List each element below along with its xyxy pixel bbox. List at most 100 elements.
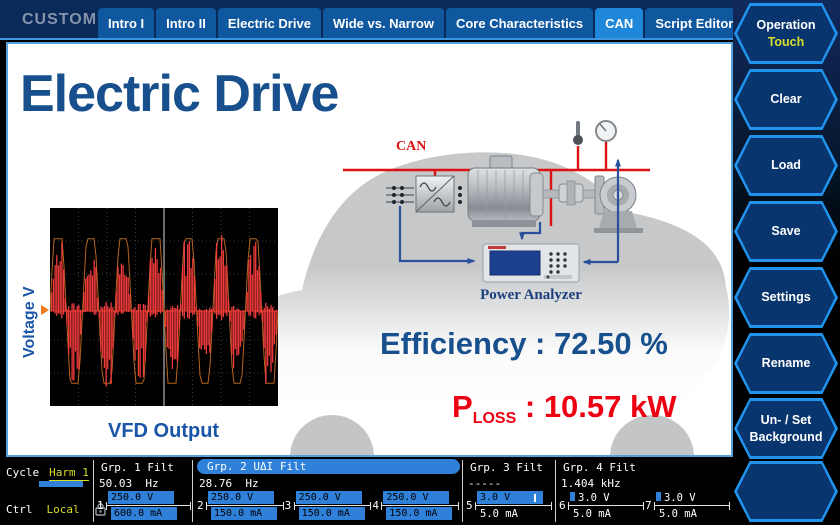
softkey-column: Operation Touch Clear Load Save Settings Renam… <box>733 0 840 525</box>
element-number: 1 <box>97 499 104 512</box>
lock-icon <box>94 503 106 516</box>
element-number: 2 <box>197 499 204 512</box>
group-header[interactable]: Grp. 3 Filt <box>470 461 543 474</box>
ploss-symbol: P <box>452 389 473 424</box>
group-frequency: 50.03 Hz <box>99 477 159 490</box>
vfd-waveform <box>49 208 279 406</box>
cycle-label: Cycle <box>6 466 40 479</box>
trigger-marker-icon <box>41 305 49 315</box>
range-chip <box>656 491 661 501</box>
softkey-settings[interactable]: Settings <box>734 267 838 328</box>
tab-can[interactable]: CAN <box>595 8 644 38</box>
element-meter-7[interactable]: 7 3.0 V 5.0 mA <box>645 490 731 521</box>
tab-strip: Intro I Intro II Electric Drive Wide vs. Na… <box>98 8 745 38</box>
voltage-range: 250.0 V <box>208 491 274 504</box>
meter-group-3[interactable]: Grp. 3 Filt ----- 5 3.0 V 5.0 mA <box>466 457 553 525</box>
group-frequency: 28.76 Hz <box>199 477 259 490</box>
element-meter-5[interactable]: 5 3.0 V 5.0 mA <box>466 490 553 521</box>
plot-caption: VFD Output <box>108 420 220 442</box>
current-range: 5.0 mA <box>659 507 697 520</box>
status-bar: Cycle Harm 1 Ctrl Local Grp. 1 Filt 50.03… <box>0 457 733 525</box>
tab-wide-vs-narrow[interactable]: Wide vs. Narrow <box>322 8 444 38</box>
voltage-range: 3.0 V <box>656 491 696 504</box>
drivetrain-diagram: CAN <box>236 120 730 455</box>
input-terminals <box>392 186 462 204</box>
range-chip <box>570 491 575 501</box>
softkey-save[interactable]: Save <box>734 201 838 262</box>
ploss-value: 10.57 kW <box>543 389 677 424</box>
softkey-label: Settings <box>761 290 811 304</box>
meter-group-4[interactable]: Grp. 4 Filt 1.404 kHz 6 3.0 V 5.0 mA 7 3.0 V 5.… <box>559 457 731 525</box>
tab-core-characteristics[interactable]: Core Characteristics <box>445 8 594 38</box>
ctrl-mode-value[interactable]: Local <box>46 502 80 516</box>
softkey-sublabel: Touch <box>767 34 805 49</box>
element-number: 5 <box>466 499 473 512</box>
menu-mode-label: CUSTOM <box>22 11 98 28</box>
thermometer-icon <box>573 121 583 145</box>
rear-wheel <box>290 415 374 455</box>
torque-sensor-icon <box>558 180 596 206</box>
power-analyzer-icon <box>482 243 580 283</box>
top-tab-bar: CUSTOM Intro I Intro II Electric Drive Wide… <box>0 0 840 40</box>
softkey-blank[interactable] <box>734 461 838 522</box>
group-header[interactable]: Grp. 1 Filt <box>101 461 174 474</box>
motor-icon <box>467 155 560 227</box>
element-number: 7 <box>645 499 652 512</box>
element-meter-1[interactable]: 1 250.0 V 600.0 mA <box>97 490 192 521</box>
voltage-range: 250.0 V <box>383 491 450 504</box>
element-number: 6 <box>559 499 566 512</box>
tab-intro-i[interactable]: Intro I <box>98 8 155 38</box>
softkey-load[interactable]: Load <box>734 135 838 196</box>
plot-y-axis-label: Voltage V <box>21 286 38 358</box>
softkey-operation[interactable]: Operation Touch <box>734 3 838 64</box>
element-meter-4[interactable]: 4 250.0 V 150.0 mA <box>372 490 460 521</box>
softkey-sublabel: Background <box>749 429 823 444</box>
inverter-icon <box>415 175 455 213</box>
statusbar-divider <box>192 460 193 522</box>
content-canvas: Electric Drive <box>6 42 733 457</box>
range-scale-line <box>206 502 284 510</box>
efficiency-label: Efficiency : <box>380 326 546 361</box>
current-range: 5.0 mA <box>573 507 611 520</box>
can-bus-label: CAN <box>396 139 426 154</box>
element-number: 4 <box>372 499 379 512</box>
statusbar-divider <box>93 460 94 522</box>
efficiency-readout: Efficiency : 72.50 % <box>380 326 668 362</box>
cycle-mode-value[interactable]: Harm 1 <box>49 466 89 481</box>
softkey-label: Rename <box>761 356 811 370</box>
ploss-subscript: LOSS <box>472 410 517 427</box>
softkey-un-set[interactable]: Un- / Set Background <box>734 398 838 459</box>
power-loss-readout: PLOSS : 10.57 kW <box>452 389 677 427</box>
group-header[interactable]: Grp. 4 Filt <box>563 461 636 474</box>
page-title: Electric Drive <box>20 65 339 123</box>
meter-group-1[interactable]: Grp. 1 Filt 50.03 Hz 1 250.0 V 600.0 mA <box>97 457 192 525</box>
group-frequency: 1.404 kHz <box>561 477 621 490</box>
statusbar-divider <box>462 460 463 522</box>
current-range: 5.0 mA <box>480 507 518 520</box>
meter-group-2[interactable]: Grp. 2 UΔI Filt 28.76 Hz 2 250.0 V 150.0 mA 3… <box>197 457 460 525</box>
tab-intro-ii[interactable]: Intro II <box>156 8 216 38</box>
softkey-clear[interactable]: Clear <box>734 69 838 130</box>
group-frequency: ----- <box>468 477 502 490</box>
range-scale-line <box>654 502 730 510</box>
group-header[interactable]: Grp. 2 UΔI Filt <box>197 459 460 474</box>
softkey-label: Operation <box>756 17 816 32</box>
statusbar-divider <box>555 460 556 522</box>
voltage-range: 250.0 V <box>108 491 174 504</box>
range-scale-line <box>475 502 552 510</box>
softkey-label: Clear <box>770 92 802 106</box>
element-meter-3[interactable]: 3 250.0 V 150.0 mA <box>285 490 373 521</box>
current-range: 600.0 mA <box>111 507 177 520</box>
control-block: Cycle Harm 1 Ctrl Local <box>6 457 106 525</box>
ploss-separator: : <box>516 389 544 424</box>
element-meter-2[interactable]: 2 250.0 V 150.0 mA <box>197 490 285 521</box>
power-analyzer-label: Power Analyzer <box>480 287 582 303</box>
element-meter-6[interactable]: 6 3.0 V 5.0 mA <box>559 490 645 521</box>
tab-script-editor[interactable]: Script Editor <box>645 8 744 38</box>
current-range: 150.0 mA <box>386 507 453 520</box>
softkey-rename[interactable]: Rename <box>734 333 838 394</box>
softkey-label: Un- / Set <box>760 412 812 427</box>
measurement-wires <box>398 158 621 265</box>
tab-electric-drive[interactable]: Electric Drive <box>217 8 321 38</box>
